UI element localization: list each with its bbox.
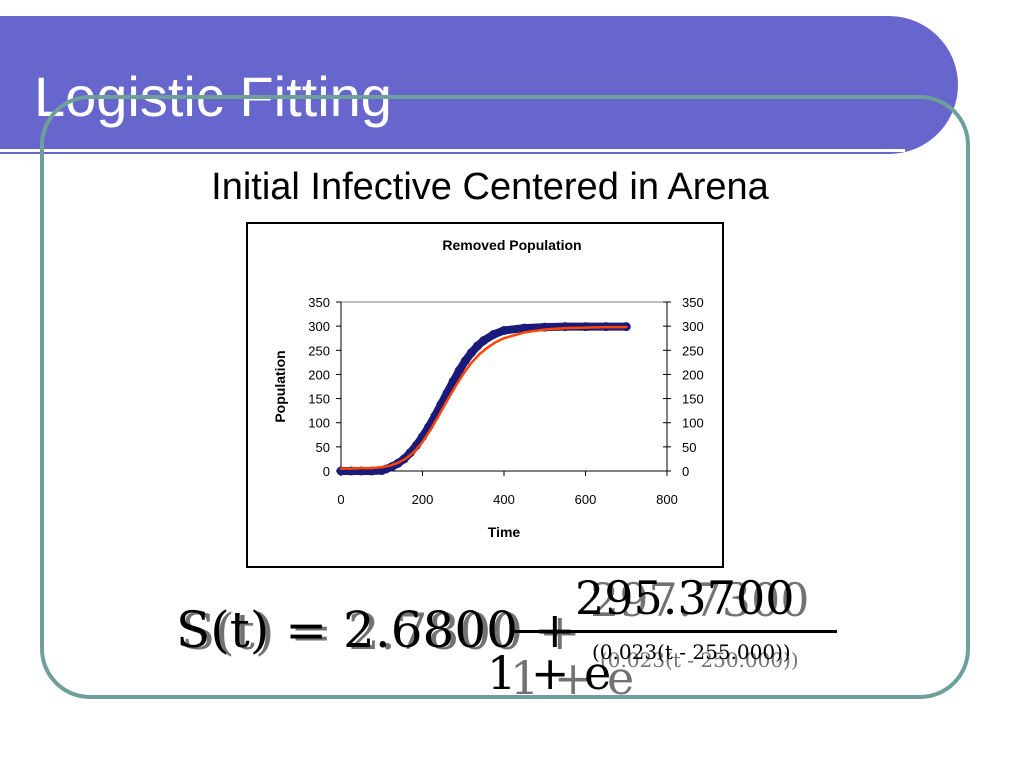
data-point [499,325,509,335]
x-tick-label: 600 [575,492,597,507]
equation-exponent: (0.023(t - 255.000)) [592,640,791,664]
y-axis-label: Population [272,350,288,422]
equation-fraction-bar [512,630,837,633]
data-point [454,366,464,376]
y-tick-label: 50 [316,440,330,455]
chart-canvas: Removed Population Time Population 0 50 100 15… [272,237,704,540]
data-point [489,329,499,339]
x-tick-label: 0 [337,492,344,507]
x-axis-label: Time [488,524,521,540]
data-point [473,341,483,351]
secondary-y-tick-label: 350 [682,295,704,310]
equation-exponent-overlap: (0.023(t - 250.000)) [600,648,799,672]
secondary-y-tick-label: 50 [682,440,696,455]
chart-title: Removed Population [442,237,581,253]
y-tick-label: 250 [308,343,330,358]
fit-series-line [339,325,628,470]
secondary-y-tick-label: 250 [682,343,704,358]
data-point [405,448,415,458]
secondary-y-tick-label: 150 [682,392,704,407]
y-tick-label: 200 [308,367,330,382]
slide-frame [40,95,970,699]
y-tick-label: 150 [308,392,330,407]
x-tick-label: 200 [412,492,434,507]
y-tick-label: 100 [308,416,330,431]
equation-denominator: 1 + e [487,646,612,700]
data-point [560,322,570,332]
secondary-y-tick-label: 300 [682,319,704,334]
data-point [466,348,476,358]
slide-subtitle: Initial Infective Centered in Arena [211,166,769,208]
data-point [460,356,470,366]
equation-numerator: 295.3700 [575,571,795,625]
chart-panel: Removed Population Time Population 0 50 100 15… [246,222,724,568]
equation-lhs: S(t) = 2.6800 + [176,601,576,659]
y-tick-label: 300 [308,319,330,334]
x-tick-label: 400 [493,492,515,507]
data-point [448,377,458,387]
secondary-y-tick-label: 200 [682,367,704,382]
secondary-y-tick-label: 0 [682,464,689,479]
data-series-line [337,322,631,475]
equation-denominator-overlap: 1 + e [510,651,635,705]
y-tick-label: 0 [323,464,330,479]
data-point [479,336,489,346]
title-bar: Logistic Fitting [0,16,958,154]
x-tick-label: 800 [656,492,678,507]
secondary-y-tick-label: 100 [682,416,704,431]
equation-numerator-overlap: 297.7300 [590,573,810,627]
y-tick-label: 350 [308,295,330,310]
title-underline [0,149,905,152]
data-point [519,323,529,333]
